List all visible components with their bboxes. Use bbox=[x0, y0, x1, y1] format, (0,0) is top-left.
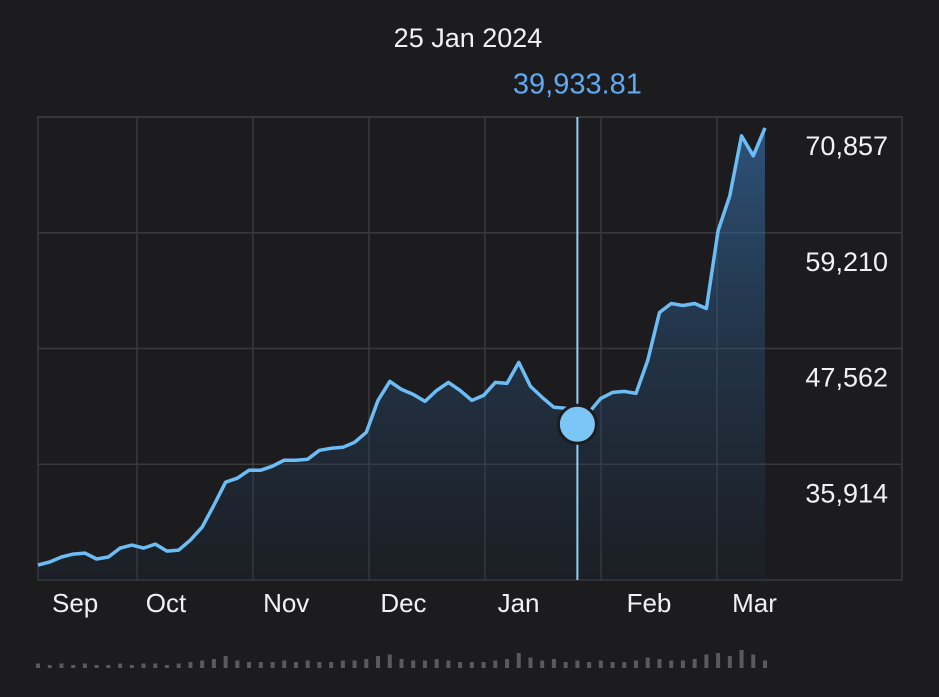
volume-bar bbox=[164, 665, 169, 668]
x-tick-label: Dec bbox=[380, 588, 426, 618]
x-tick-label: Jan bbox=[498, 588, 540, 618]
volume-bar bbox=[270, 662, 275, 668]
volume-bar bbox=[200, 660, 205, 668]
volume-bar bbox=[763, 660, 767, 668]
volume-bar bbox=[716, 653, 721, 668]
volume-bar bbox=[634, 660, 639, 668]
x-tick-label: Nov bbox=[263, 588, 309, 618]
volume-bar bbox=[36, 663, 40, 668]
volume-bar bbox=[223, 656, 228, 668]
volume-bar bbox=[657, 659, 662, 668]
volume-bar bbox=[587, 662, 592, 668]
volume-bar bbox=[329, 662, 334, 668]
volume-bar bbox=[59, 663, 64, 668]
volume-bar bbox=[622, 662, 627, 668]
volume-bar bbox=[282, 660, 287, 668]
volume-bar bbox=[610, 662, 615, 668]
y-tick-label: 47,562 bbox=[805, 363, 888, 393]
volume-bar bbox=[493, 660, 498, 668]
volume-bar bbox=[305, 660, 310, 668]
volume-bar bbox=[364, 659, 369, 668]
volume-bar bbox=[458, 662, 463, 668]
y-tick-label: 35,914 bbox=[805, 478, 888, 508]
volume-bar bbox=[645, 657, 650, 668]
volume-bar bbox=[129, 665, 134, 668]
area-fill bbox=[38, 127, 765, 581]
volume-bar bbox=[751, 654, 756, 668]
selected-point bbox=[556, 403, 598, 445]
volume-bar bbox=[188, 662, 193, 668]
volume-bar bbox=[434, 659, 439, 668]
x-tick-label: Mar bbox=[732, 588, 777, 618]
volume-bar bbox=[176, 663, 181, 668]
x-tick-label: Oct bbox=[146, 588, 187, 618]
volume-bar bbox=[317, 662, 322, 668]
volume-bar bbox=[692, 659, 697, 668]
volume-bar bbox=[516, 653, 521, 668]
volume-bar bbox=[469, 662, 474, 668]
volume-bar bbox=[446, 660, 451, 668]
volume-bar bbox=[153, 663, 158, 668]
volume-bar bbox=[739, 650, 744, 668]
volume-bar bbox=[82, 663, 87, 668]
volume-bar bbox=[540, 660, 545, 668]
volume-bar bbox=[704, 654, 709, 668]
volume-bar bbox=[551, 659, 556, 668]
volume-bar bbox=[340, 660, 345, 668]
y-tick-label: 70,857 bbox=[805, 131, 888, 161]
volume-bar bbox=[47, 665, 52, 668]
selected-date: 25 Jan 2024 bbox=[394, 23, 543, 53]
volume-bar bbox=[505, 659, 510, 668]
volume-bar bbox=[680, 660, 685, 668]
volume-bar bbox=[141, 663, 146, 668]
volume-bar bbox=[211, 659, 216, 668]
volume-bar bbox=[563, 662, 568, 668]
volume-bar bbox=[235, 660, 240, 668]
volume-bar bbox=[71, 665, 76, 668]
price-line bbox=[37, 127, 767, 567]
volume-bar bbox=[293, 662, 298, 668]
volume-bar bbox=[575, 660, 580, 668]
volume-bar bbox=[669, 660, 674, 668]
volume-bar bbox=[258, 662, 263, 668]
volume-bar bbox=[94, 665, 99, 668]
x-tick-label: Feb bbox=[627, 588, 672, 618]
volume-bar bbox=[422, 660, 427, 668]
volume-bar bbox=[376, 656, 381, 668]
volume-bar bbox=[411, 660, 416, 668]
volume-bar bbox=[387, 654, 392, 668]
volume-bar bbox=[352, 660, 357, 668]
volume-bar bbox=[118, 663, 123, 668]
selected-value: 39,933.81 bbox=[513, 69, 642, 101]
volume-bar bbox=[481, 662, 486, 668]
volume-bar bbox=[106, 665, 111, 668]
x-tick-label: Sep bbox=[52, 588, 98, 618]
volume-bar bbox=[727, 656, 732, 668]
volume-bar bbox=[598, 660, 603, 668]
volume-bar bbox=[528, 657, 533, 668]
y-tick-label: 59,210 bbox=[805, 247, 888, 277]
volume-bar bbox=[399, 659, 404, 668]
volume-bar bbox=[247, 662, 252, 668]
